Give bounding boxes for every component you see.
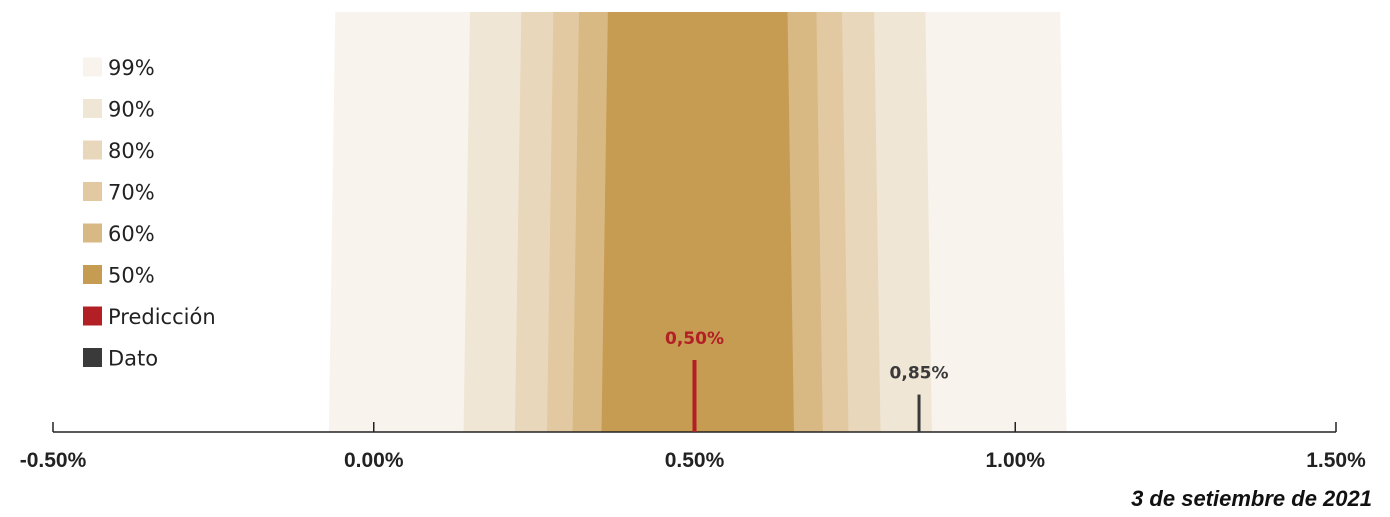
x-tick-label: -0.50% [20,449,87,472]
legend-swatch [83,99,102,118]
legend: 99% 90% 80% 70% 60% 50% Predicción Dato [83,56,216,371]
legend-item-80: 80% [83,139,155,163]
legend-swatch [83,182,102,201]
date-footnote: 3 de setiembre de 2021 [1131,486,1372,511]
legend-label: 70% [108,181,155,205]
legend-swatch [83,306,102,326]
marker-label-dato: 0,85% [890,364,949,384]
legend-label: Predicción [108,305,216,329]
legend-label: 90% [108,98,155,122]
legend-label: 80% [108,139,155,163]
legend-item-prediccion: Predicción [83,305,216,329]
legend-swatch [83,348,102,367]
legend-item-70: 70% [83,181,155,205]
legend-label: 50% [108,264,155,288]
legend-item-90: 90% [83,98,155,122]
legend-item-99: 99% [83,56,155,80]
band-50 [601,12,794,432]
legend-item-60: 60% [83,222,155,246]
marker-label-prediccion: 0,50% [665,329,724,349]
interval-bands [328,12,1067,432]
legend-item-50: 50% [83,264,155,288]
markers: 0,50% 0,85% [665,329,949,432]
legend-item-dato: Dato [83,347,158,371]
legend-label: Dato [108,347,158,371]
legend-swatch [83,265,102,284]
x-tick-label: 1.50% [1306,449,1366,472]
legend-swatch [83,140,102,160]
legend-swatch [83,223,102,243]
legend-label: 99% [108,56,155,80]
x-tick-label: 1.00% [985,449,1045,472]
legend-label: 60% [108,222,155,246]
legend-swatch [83,57,102,77]
x-tick-label: 0.50% [665,449,725,472]
x-tick-label: 0.00% [344,449,404,472]
